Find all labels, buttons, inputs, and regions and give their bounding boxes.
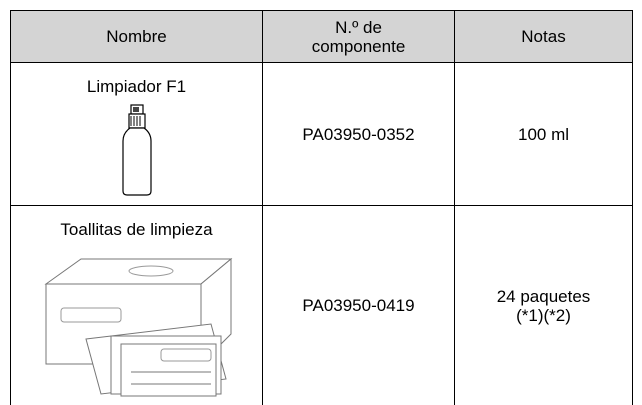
table-cell: Limpiador F1: [10, 62, 262, 205]
table-cell: Toallitas de limpieza: [10, 205, 262, 405]
table-cell: 24 paquetes (*1)(*2): [454, 205, 633, 405]
cell-text: 24 paquetes (*1)(*2): [496, 286, 591, 325]
header-cell: Nombre: [10, 10, 262, 62]
cell-text: 100 ml: [517, 124, 570, 144]
wipes-box-icon: [44, 257, 233, 397]
cell-text: Limpiador F1: [86, 77, 187, 96]
header-cell: Notas: [454, 10, 633, 62]
cell-text: PA03950-0419: [302, 296, 415, 315]
cell-text: Toallitas de limpieza: [60, 220, 213, 239]
table-cell: PA03950-0352: [262, 62, 454, 205]
header-cell: N.º de componente: [262, 10, 454, 62]
header-text: N.º de componente: [311, 17, 406, 56]
table-cell: PA03950-0419: [262, 205, 454, 405]
table-cell: 100 ml: [454, 62, 633, 205]
spray-bottle-icon: [122, 104, 152, 196]
header-text: Notas: [521, 27, 566, 46]
header-text: Nombre: [106, 27, 167, 46]
cell-text: PA03950-0352: [302, 124, 415, 144]
